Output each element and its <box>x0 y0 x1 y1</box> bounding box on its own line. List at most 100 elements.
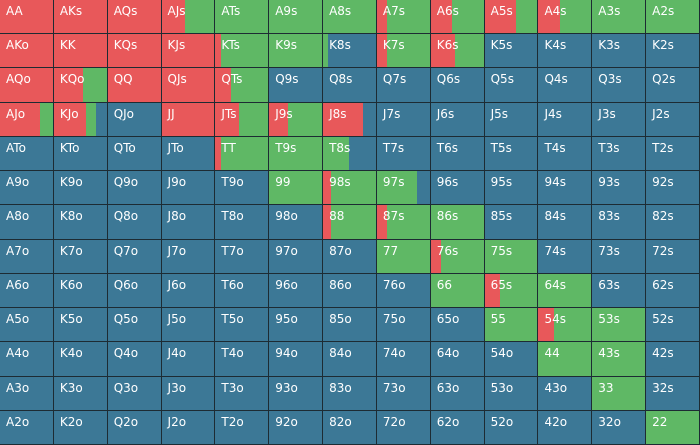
hand-cell[interactable]: Q2o <box>107 410 162 445</box>
hand-cell[interactable]: A4s <box>538 0 593 35</box>
hand-cell[interactable]: K9s <box>269 34 324 69</box>
hand-cell[interactable]: 43s <box>592 342 647 377</box>
hand-cell[interactable]: A9s <box>269 0 324 35</box>
hand-cell[interactable]: 63s <box>592 273 647 309</box>
hand-cell[interactable]: 85s <box>484 205 539 240</box>
hand-cell[interactable]: J4o <box>161 342 216 377</box>
hand-cell[interactable]: QTs <box>215 68 270 103</box>
hand-cell[interactable]: J2s <box>646 102 700 137</box>
hand-cell[interactable]: 96s <box>430 171 485 206</box>
hand-cell[interactable]: A6s <box>430 0 485 35</box>
hand-cell[interactable]: J2o <box>161 410 216 445</box>
hand-cell[interactable]: QJs <box>161 68 216 103</box>
hand-cell[interactable]: K4s <box>538 34 593 69</box>
hand-cell[interactable]: QTo <box>107 136 162 172</box>
hand-cell[interactable]: KTs <box>215 34 270 69</box>
hand-cell[interactable]: Q8s <box>323 68 377 103</box>
hand-cell[interactable]: J9o <box>161 171 216 206</box>
hand-cell[interactable]: 97s <box>376 171 431 206</box>
hand-cell[interactable]: 76s <box>430 239 485 274</box>
hand-cell[interactable]: 54s <box>538 308 593 343</box>
hand-cell[interactable]: 65o <box>430 308 485 343</box>
hand-cell[interactable]: K5o <box>53 308 108 343</box>
hand-cell[interactable]: AA <box>0 0 54 35</box>
hand-cell[interactable]: K8o <box>53 205 108 240</box>
hand-cell[interactable]: A7o <box>0 239 54 274</box>
hand-cell[interactable]: 32s <box>646 376 700 411</box>
hand-cell[interactable]: AJs <box>161 0 216 35</box>
hand-cell[interactable]: 86o <box>323 273 377 309</box>
hand-cell[interactable]: AKs <box>53 0 108 35</box>
hand-cell[interactable]: J7s <box>376 102 431 137</box>
hand-cell[interactable]: A3s <box>592 0 647 35</box>
hand-cell[interactable]: 99 <box>269 171 324 206</box>
hand-cell[interactable]: 82s <box>646 205 700 240</box>
hand-cell[interactable]: A5o <box>0 308 54 343</box>
hand-cell[interactable]: K5s <box>484 34 539 69</box>
hand-cell[interactable]: J4s <box>538 102 593 137</box>
hand-cell[interactable]: J3s <box>592 102 647 137</box>
hand-cell[interactable]: J9s <box>269 102 324 137</box>
hand-cell[interactable]: 63o <box>430 376 485 411</box>
hand-cell[interactable]: 55 <box>484 308 539 343</box>
hand-cell[interactable]: T5o <box>215 308 270 343</box>
hand-cell[interactable]: AQo <box>0 68 54 103</box>
hand-cell[interactable]: K7o <box>53 239 108 274</box>
hand-cell[interactable]: J6o <box>161 273 216 309</box>
hand-cell[interactable]: 22 <box>646 410 700 445</box>
hand-cell[interactable]: 42o <box>538 410 593 445</box>
hand-cell[interactable]: 64o <box>430 342 485 377</box>
hand-cell[interactable]: 88 <box>323 205 377 240</box>
hand-cell[interactable]: 33 <box>592 376 647 411</box>
hand-cell[interactable]: JTs <box>215 102 270 137</box>
hand-cell[interactable]: 72o <box>376 410 431 445</box>
hand-cell[interactable]: 93s <box>592 171 647 206</box>
hand-cell[interactable]: J8s <box>323 102 377 137</box>
hand-cell[interactable]: A3o <box>0 376 54 411</box>
hand-cell[interactable]: Q9o <box>107 171 162 206</box>
hand-cell[interactable]: J5s <box>484 102 539 137</box>
hand-cell[interactable]: 92o <box>269 410 324 445</box>
hand-cell[interactable]: JJ <box>161 102 216 137</box>
hand-cell[interactable]: T4o <box>215 342 270 377</box>
hand-cell[interactable]: Q6s <box>430 68 485 103</box>
hand-cell[interactable]: 72s <box>646 239 700 274</box>
hand-cell[interactable]: KJo <box>53 102 108 137</box>
hand-cell[interactable]: 52s <box>646 308 700 343</box>
hand-cell[interactable]: J6s <box>430 102 485 137</box>
hand-cell[interactable]: Q3s <box>592 68 647 103</box>
hand-cell[interactable]: 83s <box>592 205 647 240</box>
hand-cell[interactable]: KK <box>53 34 108 69</box>
hand-cell[interactable]: 52o <box>484 410 539 445</box>
hand-cell[interactable]: T4s <box>538 136 593 172</box>
hand-cell[interactable]: 65s <box>484 273 539 309</box>
hand-cell[interactable]: 94o <box>269 342 324 377</box>
hand-cell[interactable]: K6o <box>53 273 108 309</box>
hand-cell[interactable]: QJo <box>107 102 162 137</box>
hand-cell[interactable]: T3o <box>215 376 270 411</box>
hand-cell[interactable]: Q5s <box>484 68 539 103</box>
hand-cell[interactable]: 77 <box>376 239 431 274</box>
hand-cell[interactable]: T9s <box>269 136 324 172</box>
hand-cell[interactable]: 84s <box>538 205 593 240</box>
hand-cell[interactable]: T6o <box>215 273 270 309</box>
hand-cell[interactable]: A6o <box>0 273 54 309</box>
hand-cell[interactable]: A7s <box>376 0 431 35</box>
hand-cell[interactable]: Q7o <box>107 239 162 274</box>
hand-cell[interactable]: 44 <box>538 342 593 377</box>
hand-cell[interactable]: 87s <box>376 205 431 240</box>
hand-cell[interactable]: T2o <box>215 410 270 445</box>
hand-cell[interactable]: Q7s <box>376 68 431 103</box>
hand-cell[interactable]: T2s <box>646 136 700 172</box>
hand-cell[interactable]: 76o <box>376 273 431 309</box>
hand-cell[interactable]: KQs <box>107 34 162 69</box>
hand-cell[interactable]: K3s <box>592 34 647 69</box>
hand-cell[interactable]: 62o <box>430 410 485 445</box>
hand-cell[interactable]: J5o <box>161 308 216 343</box>
hand-cell[interactable]: JTo <box>161 136 216 172</box>
hand-cell[interactable]: 93o <box>269 376 324 411</box>
hand-cell[interactable]: T3s <box>592 136 647 172</box>
hand-cell[interactable]: 95o <box>269 308 324 343</box>
hand-cell[interactable]: Q3o <box>107 376 162 411</box>
hand-cell[interactable]: 74o <box>376 342 431 377</box>
